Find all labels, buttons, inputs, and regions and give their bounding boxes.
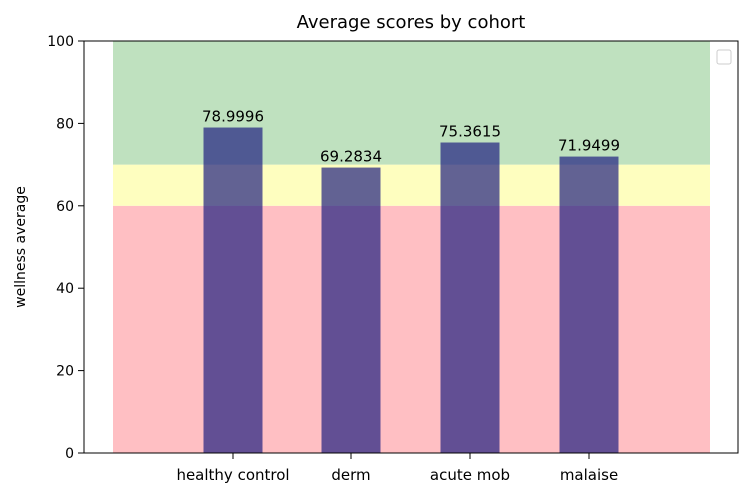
y-tick-label-4: 80 (56, 116, 74, 132)
bar-3 (559, 156, 619, 453)
y-axis-ticks: 0 20 40 60 80 100 (47, 34, 84, 462)
bar-2 (440, 142, 500, 453)
bar-value-label-3: 71.9499 (558, 137, 620, 155)
band-2 (113, 41, 710, 165)
band-0 (113, 205, 710, 453)
y-tick-label-2: 40 (56, 281, 74, 297)
bar-1 (321, 167, 381, 453)
x-tick-label-3: malaise (560, 466, 618, 484)
y-tick-label-0: 0 (65, 446, 74, 462)
bar-0 (203, 127, 263, 454)
bar-value-labels: 78.9996 69.2834 75.3615 71.9499 (202, 108, 620, 166)
x-tick-label-0: healthy control (176, 466, 289, 484)
legend-box (716, 49, 732, 65)
bar-value-label-0: 78.9996 (202, 108, 264, 126)
y-tick-label-1: 20 (56, 364, 74, 380)
chart-title: Average scores by cohort (297, 12, 526, 33)
y-axis-label: wellness average (13, 186, 29, 308)
y-tick-label-3: 60 (56, 199, 74, 215)
x-axis-ticks: healthy control derm acute mob malaise (176, 453, 618, 484)
bar-value-label-1: 69.2834 (320, 148, 382, 166)
threshold-bands (113, 41, 710, 453)
band-1 (113, 164, 710, 206)
x-tick-label-2: acute mob (430, 466, 510, 484)
bar-value-label-2: 75.3615 (439, 123, 501, 141)
axes-frame (83, 40, 739, 454)
bars (203, 127, 619, 454)
x-tick-label-1: derm (331, 466, 370, 484)
y-tick-label-5: 100 (47, 34, 74, 50)
